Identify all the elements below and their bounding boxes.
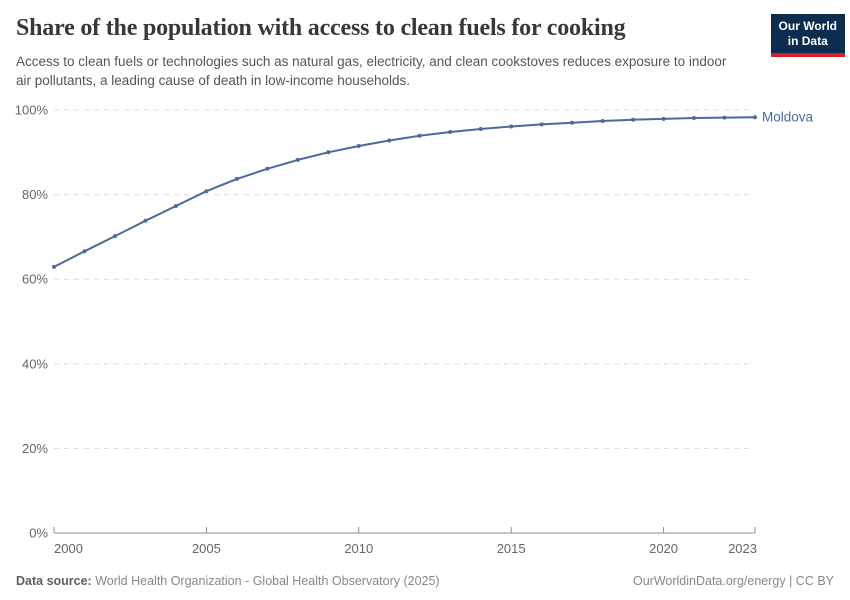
y-tick-label-60: 60% [22,272,48,287]
chart-header: Share of the population with access to c… [16,14,756,90]
data-point-2023 [753,115,757,120]
x-tick-label-2005: 2005 [192,541,221,556]
data-point-2012 [417,133,422,138]
data-point-2014 [478,127,483,131]
x-tick-label-2015: 2015 [497,541,526,556]
owid-logo-line1: Our World [778,19,837,33]
data-source: Data source: World Health Organization -… [16,574,440,588]
page-title: Share of the population with access to c… [16,15,626,41]
data-point-2007 [265,166,270,171]
data-point-2011 [387,138,392,143]
chart-footer: Data source: World Health Organization -… [16,574,834,588]
footer-link: OurWorldinData.org/energy | CC BY [632,574,834,588]
chart-subtitle: Access to clean fuels or technologies su… [16,53,727,88]
data-point-2018 [600,119,605,123]
x-tick-label-2010: 2010 [344,541,373,556]
y-tick-label-80: 80% [22,187,48,202]
data-point-2015 [509,124,514,129]
data-point-2002 [113,234,117,239]
y-tick-label-40: 40% [22,356,48,371]
data-point-2008 [295,157,300,162]
x-tick-label-2023: 2023 [728,541,757,556]
x-tick-label-2000: 2000 [54,541,83,556]
data-source-text: World Health Organization - Global Healt… [95,574,440,588]
owid-logo-line2: in Data [787,34,828,48]
series-line-moldova [53,116,756,268]
data-point-2003 [143,218,148,223]
data-point-2005 [204,189,209,194]
data-source-label: Data source: [16,574,92,588]
series-label-moldova: Moldova [762,110,814,125]
data-point-2021 [692,116,696,120]
x-tick-label-2020: 2020 [649,541,678,556]
data-point-2013 [448,130,453,134]
data-point-2020 [661,116,666,121]
data-point-2017 [570,120,575,125]
line-chart: 0% 20% 40% 60% 80% 100% 2000 2005 2010 2015 2020 20… [15,103,814,557]
data-point-2001 [82,249,87,254]
data-point-2010 [356,144,361,148]
data-point-2019 [631,117,636,122]
y-tick-label-20: 20% [22,441,48,456]
data-point-2009 [326,150,331,155]
data-point-2006 [234,176,239,181]
y-tick-label-100: 100% [15,103,49,118]
y-tick-label-0: 0% [29,526,48,541]
data-point-2016 [539,122,544,127]
owid-logo: Our World in Data [770,14,845,57]
data-point-2004 [173,204,178,208]
data-point-2022 [722,115,727,120]
data-point-2000 [52,264,56,269]
